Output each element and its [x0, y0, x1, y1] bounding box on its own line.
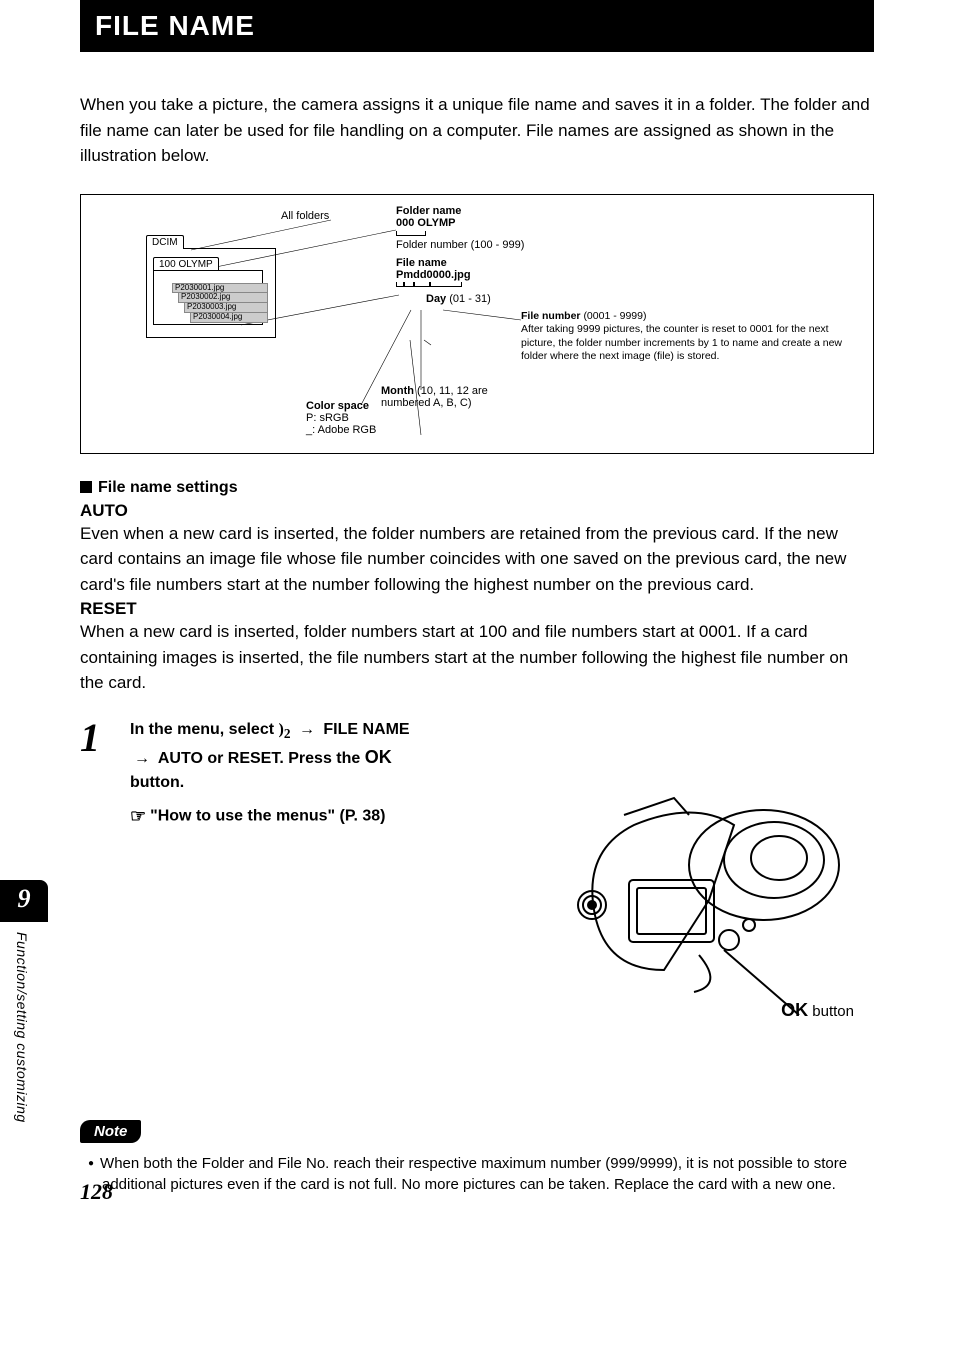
bracket-icon: [396, 231, 426, 236]
step-text: In the menu, select )2 → FILE NAME → AUT…: [130, 718, 470, 830]
folder-100-tab: 100 OLYMP: [153, 257, 219, 271]
square-bullet-icon: [80, 481, 92, 493]
note-badge: Note: [80, 1120, 141, 1143]
folder-number-desc: Folder number (100 - 999): [396, 239, 856, 251]
files-box: P2030001.jpg P2030002.jpg P2030003.jpg P…: [153, 270, 263, 325]
diagram-right-column: Folder name 000 OLYMP Folder number (100…: [396, 205, 856, 305]
folder-name-value: 000 OLYMP: [396, 217, 856, 229]
month-label: Month (10, 11, 12 are numbered A, B, C): [381, 385, 501, 409]
filename-brackets: [396, 282, 856, 287]
camera-illustration: [534, 770, 874, 1020]
file-name-value: Pmdd0000.jpg: [396, 269, 856, 281]
file-naming-diagram: All folders DCIM 100 OLYMP P2030001.jpg …: [80, 194, 874, 454]
arrow-icon: →: [134, 750, 150, 767]
auto-description: Even when a new card is inserted, the fo…: [80, 521, 874, 598]
day-label: Day (01 - 31): [426, 293, 856, 305]
setup-menu-icon: )2: [278, 721, 290, 738]
page-number: 128: [80, 1179, 113, 1205]
settings-section: File name settings AUTO Even when a new …: [80, 479, 874, 696]
colorspace-label: Color space P: sRGB _: Adobe RGB: [306, 400, 396, 436]
file-name-label: File name: [396, 257, 856, 269]
step-number: 1: [80, 718, 115, 830]
reset-description: When a new card is inserted, folder numb…: [80, 619, 874, 696]
auto-label: AUTO: [80, 501, 874, 521]
intro-paragraph: When you take a picture, the camera assi…: [80, 92, 874, 169]
arrow-icon: →: [299, 721, 315, 738]
reset-label: RESET: [80, 599, 874, 619]
folder-hierarchy: DCIM 100 OLYMP P2030001.jpg P2030002.jpg…: [146, 235, 276, 338]
note-text: When both the Folder and File No. reach …: [80, 1153, 874, 1195]
ok-text: OK: [365, 747, 392, 767]
folder-name-label: Folder name: [396, 205, 856, 217]
settings-heading: File name settings: [80, 479, 874, 497]
all-folders-label: All folders: [281, 210, 329, 222]
reference-line: ☞"How to use the menus" (P. 38): [130, 803, 470, 830]
note-section: Note When both the Folder and File No. r…: [80, 1120, 874, 1195]
dcim-tab: DCIM: [146, 235, 184, 249]
page-title-bar: FILE NAME: [80, 0, 874, 52]
file-row: P2030004.jpg: [190, 312, 268, 323]
ok-button-caption: OK button: [781, 1000, 854, 1021]
file-number-description: File number (0001 - 9999) After taking 9…: [521, 310, 851, 365]
pointer-hand-icon: ☞: [130, 803, 146, 830]
